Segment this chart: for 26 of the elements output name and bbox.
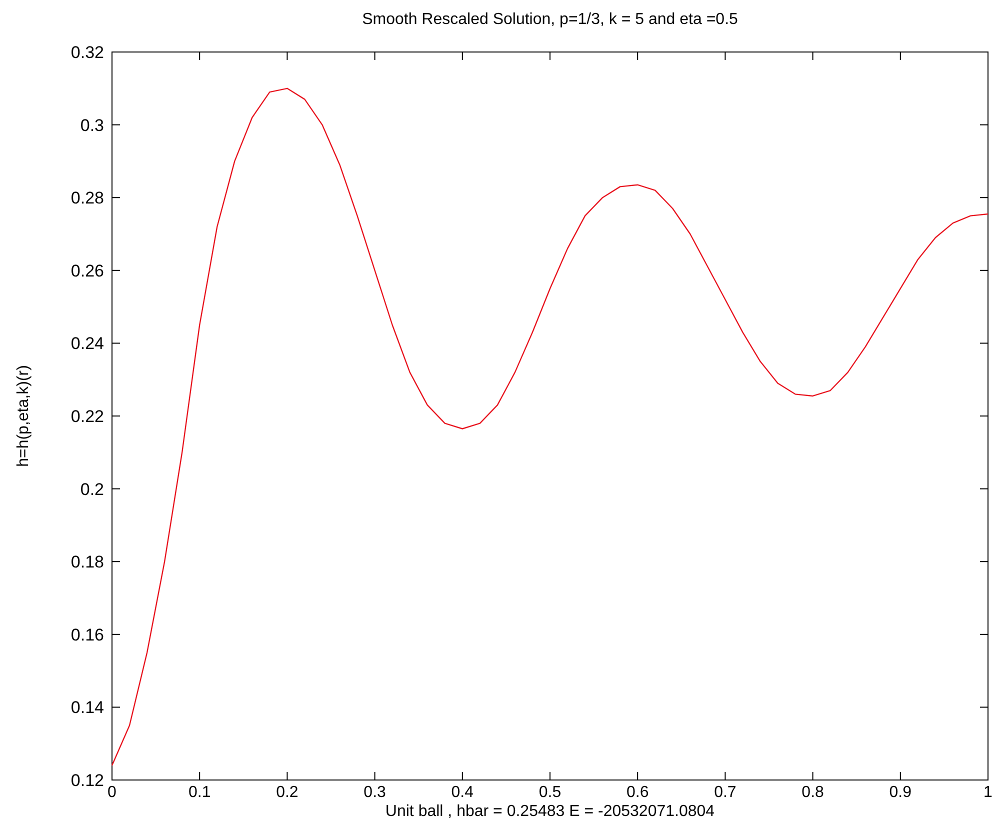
y-tick-label: 0.14 <box>70 698 104 718</box>
y-tick-label: 0.24 <box>70 334 104 354</box>
y-axis-title: h=h(p,eta,k)(r) <box>15 365 32 467</box>
x-tick-label: 0.4 <box>451 784 474 801</box>
y-tick-label: 0.28 <box>70 188 104 208</box>
x-tick-label: 0.2 <box>276 784 298 801</box>
line-series <box>111 88 989 766</box>
y-tick-label: 0.2 <box>80 480 104 499</box>
x-tick-label: 0.5 <box>538 784 562 801</box>
chart-title: Smooth Rescaled Solution, p=1/3, k = 5 and eta =0.5 <box>362 11 738 28</box>
y-tick-label: 0.26 <box>70 261 104 280</box>
y-tick-label: 0.12 <box>70 770 104 790</box>
x-tick-label: 0.8 <box>802 784 824 801</box>
x-tick-label: 0.9 <box>889 784 912 801</box>
y-tick-label: 0.22 <box>70 406 104 426</box>
y-tick-label: 0.3 <box>80 116 104 135</box>
x-tick-label: 1 <box>984 784 993 801</box>
y-tick-label: 0.32 <box>70 42 104 62</box>
x-tick-label: 0.1 <box>188 784 211 801</box>
x-tick-label: 0.7 <box>714 784 736 801</box>
x-tick-label: 0.6 <box>626 784 649 801</box>
x-tick-label: 0 <box>108 784 117 801</box>
y-tick-label: 0.18 <box>70 552 104 572</box>
x-axis-title: Unit ball , hbar = 0.25483 E = -20532071.0804 <box>385 803 715 820</box>
y-tick-label: 0.16 <box>70 625 104 644</box>
x-tick-label: 0.3 <box>364 784 386 801</box>
